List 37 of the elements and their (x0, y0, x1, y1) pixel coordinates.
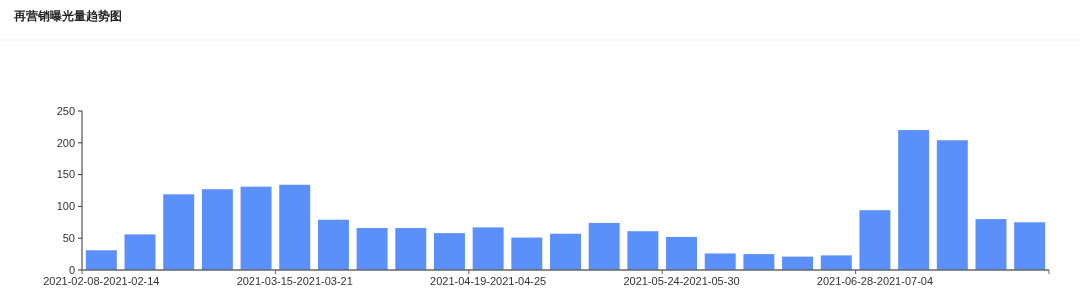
bar (588, 222, 620, 270)
bar (1014, 222, 1046, 270)
bar (704, 253, 736, 270)
y-tick-label: 150 (56, 168, 75, 181)
x-tick-label: 2021-04-19-2021-04-25 (430, 275, 547, 287)
bar (936, 140, 968, 270)
bar (85, 250, 117, 270)
x-tick-label: 2021-05-24-2021-05-30 (623, 275, 740, 287)
bar (666, 236, 698, 270)
x-tick-label: 2021-03-15-2021-03-21 (236, 275, 353, 287)
bar (395, 228, 427, 270)
bar (820, 255, 852, 270)
y-tick-label: 100 (56, 200, 75, 213)
y-tick-label: 50 (62, 232, 75, 245)
bar (240, 186, 272, 270)
bar (898, 130, 930, 270)
bar (356, 228, 388, 270)
bar (472, 227, 504, 270)
bar (163, 194, 195, 270)
y-tick-label: 200 (56, 136, 75, 149)
y-tick-label: 250 (56, 104, 75, 117)
bar (317, 219, 349, 270)
bar (511, 237, 543, 270)
bar (743, 254, 775, 270)
bar (975, 219, 1007, 270)
bar (279, 184, 311, 270)
bar (782, 256, 814, 270)
bar (627, 231, 659, 270)
chart-title: 再营销曝光量趋势图 (13, 9, 122, 23)
y-tick-label: 0 (68, 263, 75, 276)
bar (201, 189, 233, 270)
x-tick-label: 2021-06-28-2021-07-04 (816, 275, 934, 287)
bar (433, 233, 465, 270)
bar (124, 234, 156, 270)
x-tick-label: 2021-02-08-2021-02-14 (43, 275, 160, 287)
bar (859, 210, 891, 270)
bar (550, 233, 581, 270)
